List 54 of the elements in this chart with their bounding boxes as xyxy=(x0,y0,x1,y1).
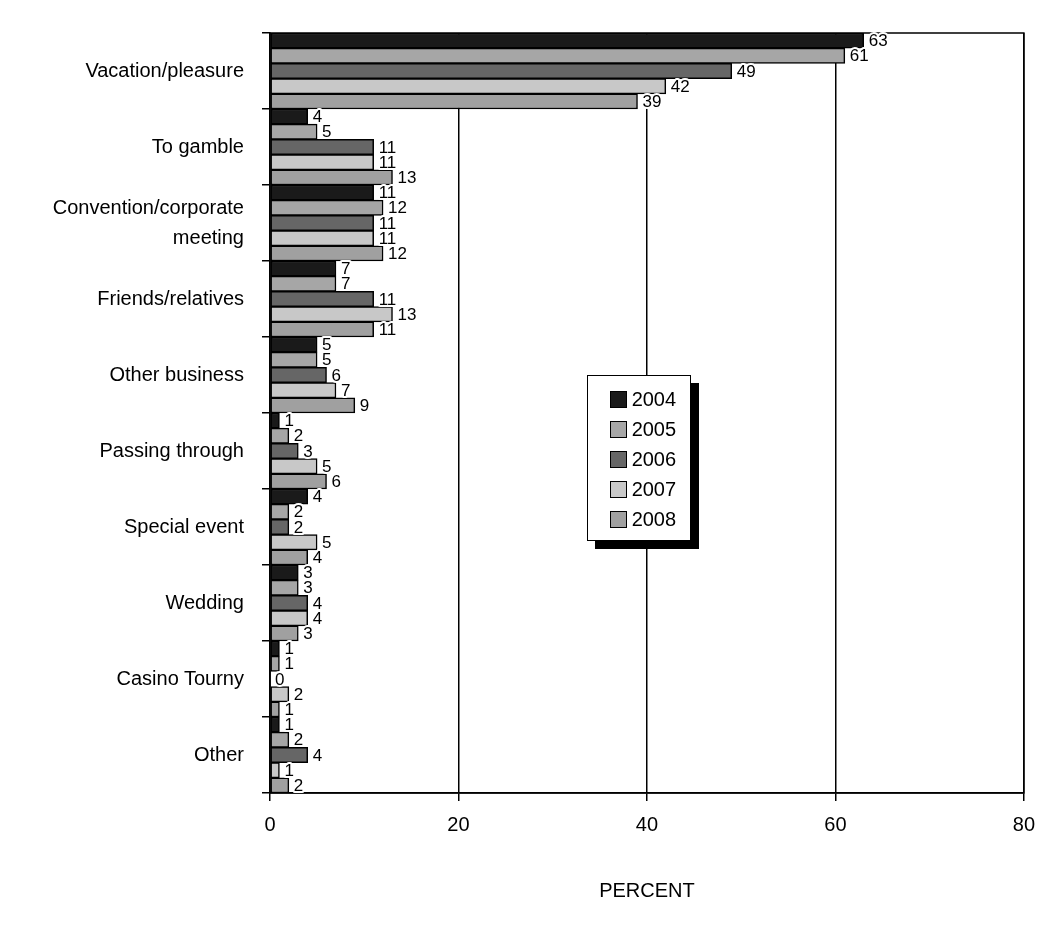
y-tick-label: Special event xyxy=(123,514,245,537)
x-axis-title: PERCENT xyxy=(599,878,695,901)
legend-label: 2006 xyxy=(631,447,677,471)
data-label: 3 xyxy=(303,624,313,644)
data-label: 4 xyxy=(312,107,323,127)
data-label: 5 xyxy=(322,350,332,370)
data-label: 7 xyxy=(340,380,351,400)
data-label: 6 xyxy=(331,472,342,492)
data-label: 3 xyxy=(303,441,313,461)
x-tick-label: 60 xyxy=(824,812,847,835)
data-label: 6 xyxy=(331,365,342,385)
legend-label: 2004 xyxy=(631,387,677,411)
data-label: 4 xyxy=(312,745,323,765)
data-label: 5 xyxy=(322,122,332,142)
data-label: 11 xyxy=(378,320,397,340)
data-label: 5 xyxy=(322,532,332,552)
y-tick-label: To gamble xyxy=(151,134,244,157)
data-label: 7 xyxy=(340,274,351,294)
data-label: 13 xyxy=(397,304,417,324)
data-label: 1 xyxy=(284,715,294,735)
data-label: 4 xyxy=(312,548,323,568)
y-tick-label: Wedding xyxy=(165,590,244,613)
y-tick-label: Passing through xyxy=(99,438,244,461)
legend-label: 2005 xyxy=(631,417,677,441)
data-label: 2 xyxy=(293,684,304,704)
data-label: 63 xyxy=(868,31,888,51)
data-label: 5 xyxy=(322,456,332,476)
data-label: 42 xyxy=(670,76,690,96)
data-label: 4 xyxy=(312,487,323,507)
y-tick-label: Other xyxy=(193,742,245,765)
x-tick-label: 20 xyxy=(447,812,470,835)
y-tick-label: Casino Tourny xyxy=(116,666,244,689)
x-tick-label: 80 xyxy=(1012,812,1035,835)
data-label: 3 xyxy=(303,578,313,598)
y-tick-label: Vacation/pleasure xyxy=(85,58,244,81)
data-label: 0 xyxy=(275,669,285,689)
y-tick-label: Friends/relatives xyxy=(97,286,244,309)
data-label: 1 xyxy=(284,411,294,431)
legend-label: 2008 xyxy=(631,507,677,531)
data-label: 2 xyxy=(293,776,304,796)
data-label: 2 xyxy=(293,426,304,446)
legend-label: 2007 xyxy=(631,477,677,501)
data-label: 9 xyxy=(359,396,370,416)
data-label: 1 xyxy=(284,654,294,674)
y-tick-label: Other business xyxy=(109,362,244,385)
x-tick-label: 40 xyxy=(635,812,659,835)
x-tick-label: 0 xyxy=(264,812,276,835)
data-label: 49 xyxy=(736,61,756,81)
data-label: 1 xyxy=(284,760,294,780)
data-label: 11 xyxy=(378,289,397,309)
y-tick-label: Convention/corporate meeting xyxy=(52,195,244,248)
data-label: 13 xyxy=(397,168,417,188)
data-label: 2 xyxy=(293,730,304,750)
data-label: 61 xyxy=(849,46,869,66)
